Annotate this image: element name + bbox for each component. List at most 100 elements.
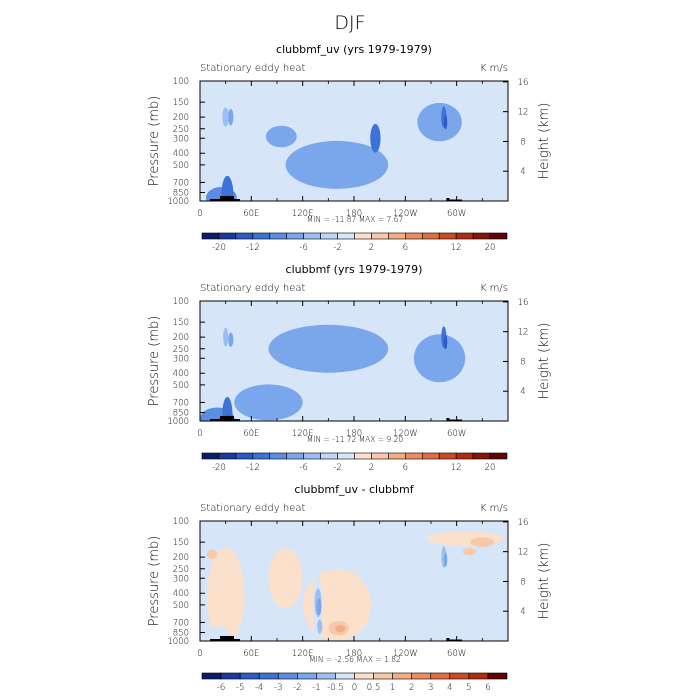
panel-right-label: K m/s — [480, 503, 508, 514]
colorbar-swatch — [455, 232, 474, 240]
x-tick-label: 0 — [197, 429, 202, 439]
panel-right-label: K m/s — [480, 63, 508, 74]
terrain-andes-base — [448, 199, 463, 201]
y-tick-label: 500 — [173, 601, 189, 611]
contour-feature — [370, 123, 381, 153]
colorbar-label: 12 — [451, 463, 462, 473]
y-tick-label: 300 — [173, 574, 189, 584]
y2-tick-label: 8 — [520, 137, 525, 147]
y-axis-label: Pressure (mb) — [147, 536, 162, 627]
colorbar-label: 2 — [369, 243, 374, 253]
terrain-peak — [220, 416, 234, 421]
contour-field — [200, 521, 508, 641]
y-tick-label: 100 — [173, 77, 189, 87]
panel-left-label: Stationary eddy heat — [200, 283, 305, 294]
colorbar-swatch — [405, 452, 423, 460]
contour-field — [200, 81, 508, 201]
colorbar-label: 3 — [428, 683, 433, 693]
colorbar-swatch — [218, 452, 237, 460]
colorbar-swatch — [430, 672, 451, 680]
x-tick-label: 180 — [346, 209, 362, 219]
x-tick-label: 120E — [292, 429, 314, 439]
y-tick-label: 850 — [173, 629, 189, 639]
y2-axis-label: Height (km) — [537, 103, 552, 180]
colorbar: -6 -5 -4 -3 -2 -1 -0.5 0 0.5 1 2 3 4 5 6 — [201, 672, 508, 693]
x-tick-label: 60E — [243, 649, 259, 659]
y-tick-label: 1000 — [167, 637, 189, 647]
contour-field — [200, 301, 508, 421]
colorbar-swatch — [337, 232, 355, 240]
contour-feature — [206, 547, 245, 641]
colorbar-swatch — [371, 452, 389, 460]
colorbar-swatch — [303, 232, 321, 240]
contour-feature — [443, 114, 448, 130]
y-tick-label: 150 — [173, 98, 189, 108]
colorbar-swatch — [421, 452, 440, 460]
colorbar-swatch — [438, 232, 457, 240]
contour-feature — [222, 396, 233, 421]
contour-feature — [335, 625, 346, 633]
y2-tick-label: 16 — [518, 78, 529, 88]
contour-feature — [413, 334, 466, 383]
colorbar-swatch — [354, 452, 372, 460]
y-tick-label: 1000 — [167, 417, 189, 427]
colorbar-swatch — [218, 232, 237, 240]
colorbar-swatch — [320, 232, 338, 240]
y-tick-label: 700 — [173, 618, 189, 628]
x-tick-label: 0 — [197, 649, 202, 659]
terrain-andes-base — [448, 419, 463, 421]
y-tick-label: 300 — [173, 354, 189, 364]
y-tick-label: 400 — [173, 149, 189, 159]
colorbar-swatch — [286, 232, 304, 240]
contour-feature — [470, 537, 495, 547]
colorbar-swatch — [337, 452, 355, 460]
y-tick-label: 100 — [173, 517, 189, 527]
terrain-andes — [446, 638, 450, 641]
colorbar-swatch — [201, 232, 220, 240]
min-max-stats: MIN = -2.56 MAX = 1.82 — [309, 655, 401, 664]
colorbar-swatch — [235, 232, 254, 240]
y-tick-label: 500 — [173, 381, 189, 391]
terrain-andes — [446, 418, 450, 421]
contour-feature — [234, 384, 303, 421]
colorbar-label: 0 — [352, 683, 357, 693]
y-tick-label: 850 — [173, 409, 189, 419]
colorbar-swatch — [489, 232, 508, 240]
colorbar: -20 -12 -6 -2 2 6 12 20 — [201, 232, 508, 253]
panel-left-label: Stationary eddy heat — [200, 503, 305, 514]
colorbar-swatch — [392, 672, 412, 680]
colorbar-label: 4 — [447, 683, 452, 693]
x-tick-label: 60W — [447, 429, 466, 439]
colorbar-swatch — [277, 672, 298, 680]
figure-title: DJF — [334, 12, 365, 34]
panel-title: clubbmf (yrs 1979-1979) — [286, 263, 423, 276]
y-tick-label: 250 — [173, 565, 189, 575]
colorbar-label: 2 — [369, 463, 374, 473]
contour-feature — [443, 552, 448, 567]
colorbar-swatch — [373, 672, 393, 680]
colorbar-label: 6 — [403, 463, 408, 473]
y2-axis-label: Height (km) — [537, 323, 552, 400]
colorbar-label: 6 — [403, 243, 408, 253]
colorbar-swatch — [438, 452, 457, 460]
x-tick-label: 120W — [393, 649, 418, 659]
contour-feature — [316, 598, 322, 616]
colorbar-swatch — [487, 672, 508, 680]
y-tick-label: 1000 — [167, 197, 189, 207]
panel-title: clubbmf_uv - clubbmf — [294, 483, 414, 496]
terrain — [210, 196, 463, 201]
colorbar-label: -12 — [246, 243, 260, 253]
y-tick-label: 700 — [173, 178, 189, 188]
colorbar-swatch — [405, 232, 423, 240]
contour-feature — [222, 107, 230, 127]
colorbar-label: -2 — [333, 243, 341, 253]
y-tick-label: 200 — [173, 113, 189, 123]
y2-tick-label: 4 — [520, 167, 525, 177]
y2-tick-label: 4 — [520, 387, 525, 397]
colorbar-swatch — [489, 452, 508, 460]
contour-feature — [462, 548, 477, 556]
x-tick-label: 120E — [292, 649, 314, 659]
contour-feature — [206, 549, 218, 560]
chart-panel-3: clubbmf_uv - clubbmf Stationary eddy heat… — [147, 483, 552, 693]
y-tick-label: 400 — [173, 369, 189, 379]
